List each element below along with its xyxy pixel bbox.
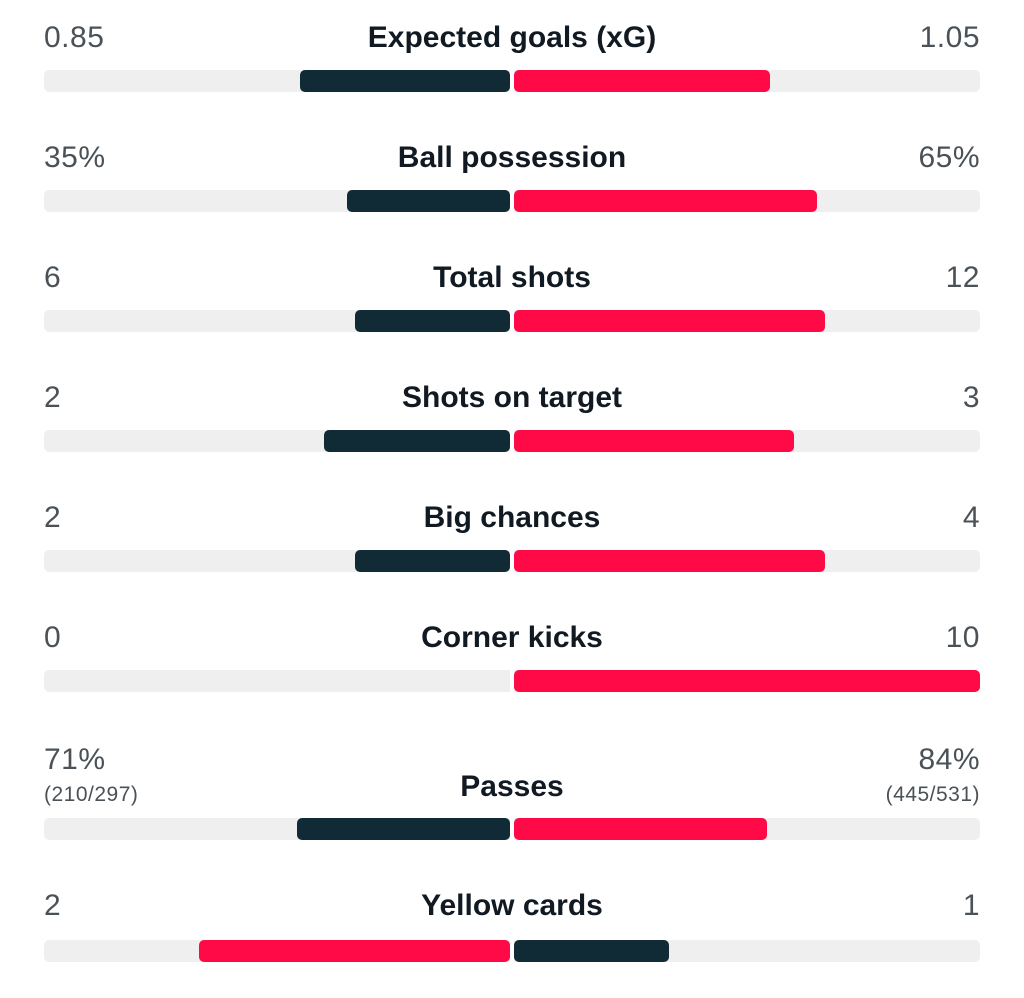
away-bar-track <box>514 550 980 572</box>
home-value: 2 <box>44 889 62 922</box>
away-value: 1.05 <box>919 21 980 54</box>
home-bar-fill <box>297 818 510 840</box>
away-bar-fill <box>514 550 825 572</box>
away-passes-detail: (445/531) <box>885 783 980 806</box>
away-value: 10 <box>945 621 980 654</box>
away-bar-track <box>514 670 980 692</box>
home-bar-fill <box>199 940 510 962</box>
away-bar-track <box>514 818 980 840</box>
home-bar-track <box>44 550 510 572</box>
away-value: 1 <box>962 889 980 922</box>
home-value: 0 <box>44 621 62 654</box>
home-bar-fill <box>355 550 510 572</box>
home-bar-fill <box>324 430 510 452</box>
home-bar-track <box>44 430 510 452</box>
home-value: 71% <box>44 743 106 776</box>
away-bar-fill <box>514 190 817 212</box>
stat-label: Yellow cards <box>421 889 603 922</box>
away-bar-fill <box>514 70 770 92</box>
stat-label: Ball possession <box>397 141 627 174</box>
home-value: 35% <box>44 141 106 174</box>
home-bar-fill <box>300 70 510 92</box>
away-bar-track <box>514 70 980 92</box>
away-value: 84% <box>918 743 980 776</box>
home-bar-fill <box>355 310 510 332</box>
away-bar-fill <box>514 670 980 692</box>
home-value: 6 <box>44 261 62 294</box>
stat-label: Expected goals (xG) <box>367 21 657 54</box>
away-bar-fill <box>514 818 767 840</box>
home-bar-track <box>44 190 510 212</box>
away-bar-track <box>514 190 980 212</box>
away-bar-track <box>514 430 980 452</box>
home-passes-detail: (210/297) <box>44 783 139 806</box>
home-bar-track <box>44 940 510 962</box>
stat-label: Passes <box>460 770 564 803</box>
away-bar-fill <box>514 940 669 962</box>
away-value: 65% <box>918 141 980 174</box>
stat-label: Total shots <box>433 261 591 294</box>
home-value: 0.85 <box>44 21 105 54</box>
away-bar-fill <box>514 310 825 332</box>
away-value: 12 <box>945 261 980 294</box>
home-bar-track <box>44 70 510 92</box>
home-value: 2 <box>44 501 62 534</box>
stat-label: Shots on target <box>401 381 622 414</box>
home-bar-track <box>44 818 510 840</box>
away-bar-track <box>514 310 980 332</box>
away-value: 4 <box>962 501 980 534</box>
home-bar-fill <box>347 190 510 212</box>
away-value: 3 <box>962 381 980 414</box>
away-bar-track <box>514 940 980 962</box>
home-value: 2 <box>44 381 62 414</box>
home-bar-track <box>44 670 510 692</box>
away-bar-fill <box>514 430 794 452</box>
home-bar-track <box>44 310 510 332</box>
stat-label: Big chances <box>423 501 601 534</box>
stat-label: Corner kicks <box>421 621 603 654</box>
